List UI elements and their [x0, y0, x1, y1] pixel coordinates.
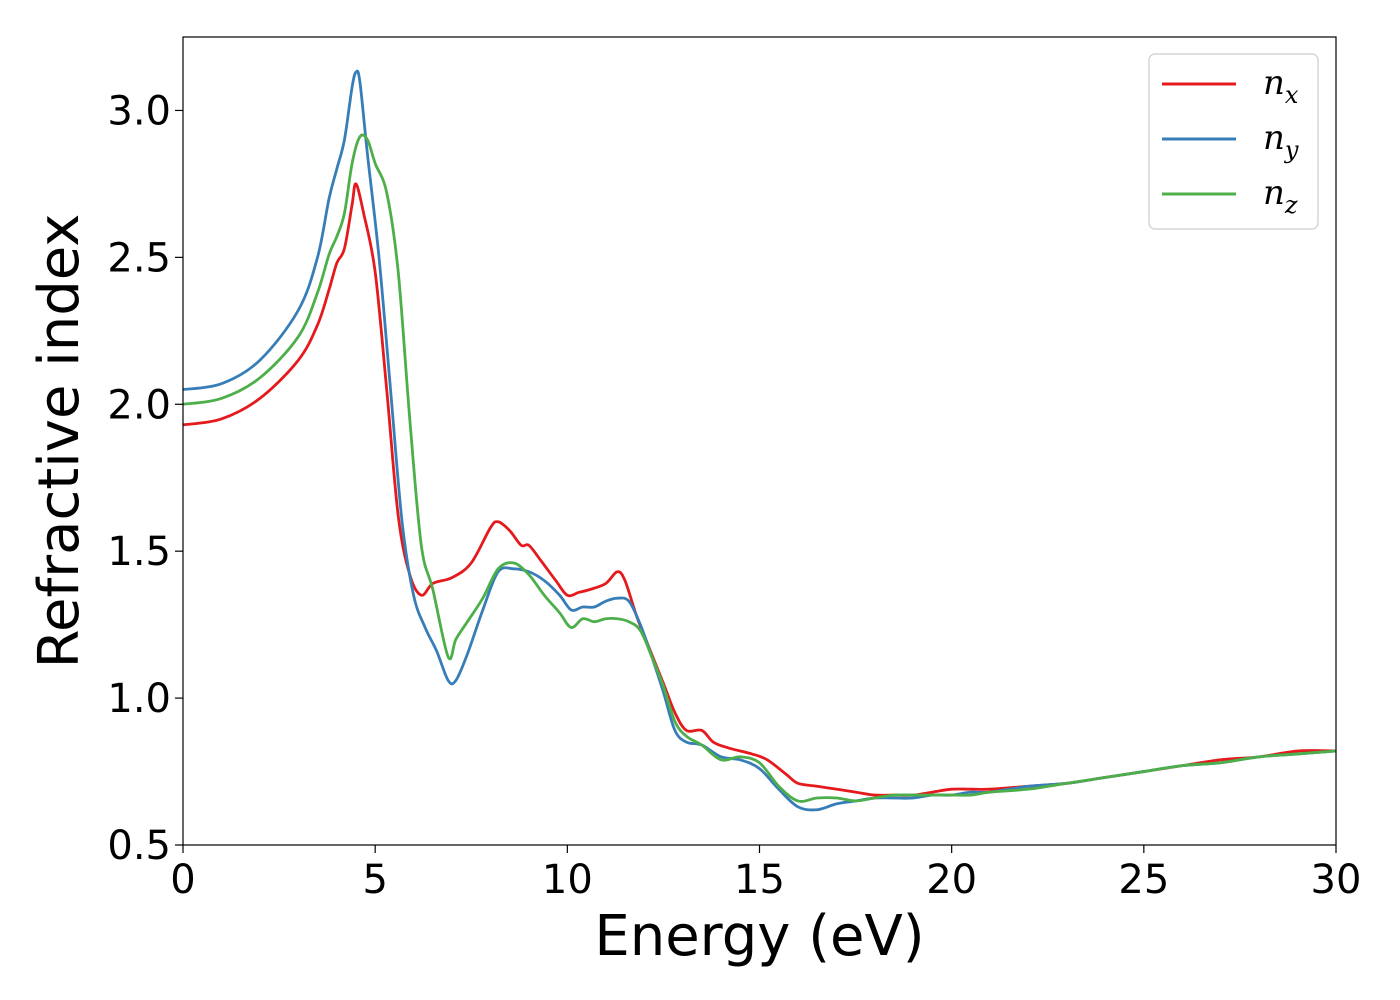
- x-tick-label: 25: [1118, 857, 1169, 903]
- y-tick-label: 2.5: [107, 235, 171, 281]
- series-line-nx: [183, 182, 1336, 797]
- x-tick-label: 30: [1311, 857, 1362, 903]
- x-tick-label: 15: [734, 857, 785, 903]
- x-axis-label: Energy (eV): [594, 904, 924, 969]
- x-axis-ticks: 0 5 10 15 20 25 30: [170, 845, 1361, 903]
- y-tick-label: 1.0: [107, 676, 171, 722]
- series-lines: [183, 69, 1336, 812]
- series-line-nz: [183, 133, 1336, 803]
- y-tick-label: 3.0: [107, 88, 171, 134]
- legend-box: [1148, 53, 1319, 230]
- x-tick-label: 5: [362, 857, 387, 903]
- y-tick-label: 2.0: [107, 382, 171, 428]
- x-tick-label: 10: [542, 857, 593, 903]
- y-axis-ticks: 0.5 1.0 1.5 2.0 2.5 3.0: [107, 88, 183, 869]
- x-tick-label: 20: [926, 857, 977, 903]
- y-tick-label: 1.5: [107, 529, 171, 575]
- y-axis-label: Refractive index: [27, 214, 92, 669]
- y-tick-label: 0.5: [107, 823, 171, 869]
- x-tick-label: 0: [170, 857, 195, 903]
